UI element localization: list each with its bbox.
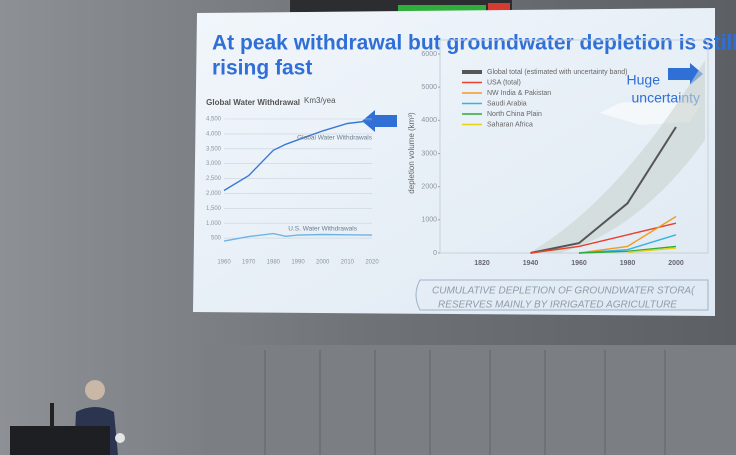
line-label: Global Water Withdrawals xyxy=(297,135,373,142)
uncertainty-band xyxy=(529,60,705,253)
y-tick-label: 3,500 xyxy=(206,146,222,152)
legend-label: Saudi Arabia xyxy=(487,100,527,107)
series-line xyxy=(627,247,677,253)
x-tick-label: 1980 xyxy=(620,260,636,267)
annotation: Huge xyxy=(627,72,661,88)
legend-label: USA (total) xyxy=(487,79,521,86)
legend-label: Saharan Africa xyxy=(487,121,533,128)
slide-title: rising fast xyxy=(212,57,312,80)
toolbar-button xyxy=(488,3,510,11)
x-tick-label: 1940 xyxy=(523,260,539,267)
series-line xyxy=(530,126,677,254)
line-label: U.S. Water Withdrawals xyxy=(288,226,357,233)
series-line xyxy=(530,222,677,254)
y-tick-label: 1,500 xyxy=(206,206,222,212)
y-tick-label: 2,500 xyxy=(206,176,222,182)
y-tick-label: 2,000 xyxy=(206,191,222,197)
lower-wall xyxy=(205,345,736,455)
y-tick-label: 3,000 xyxy=(206,161,222,167)
x-tick-label: 2010 xyxy=(341,260,355,266)
x-tick-label: 1980 xyxy=(267,260,281,266)
x-tick-label: 1990 xyxy=(291,260,305,266)
toolbar-button xyxy=(398,5,486,11)
plot-frame xyxy=(439,39,709,254)
y-tick-label: 6000 xyxy=(421,51,437,58)
caption: CUMULATIVE DEPLETION OF GROUNDWATER STOR… xyxy=(432,286,696,297)
caption-box xyxy=(415,279,709,311)
y-tick-label: 1000 xyxy=(421,217,437,224)
x-tick-label: 2020 xyxy=(365,260,379,266)
y-tick-label: 0 xyxy=(433,250,437,257)
presenter xyxy=(10,380,125,455)
series-line xyxy=(578,245,677,254)
x-tick-label: 2000 xyxy=(668,260,684,267)
x-tick-label: 1970 xyxy=(242,260,256,266)
slide-title: At peak withdrawal but groundwater deple… xyxy=(212,32,736,55)
chart-subtitle: Km3/yea xyxy=(304,96,336,105)
series-line xyxy=(223,119,373,192)
legend-label: North China Plain xyxy=(487,111,542,118)
chart-title: Global Water Withdrawal xyxy=(206,98,300,107)
series-line xyxy=(578,215,677,254)
y-tick-label: 4000 xyxy=(421,117,437,124)
x-tick-label: 1820 xyxy=(474,260,490,267)
caption: RESERVES MAINLY BY IRRIGATED AGRICULTURE xyxy=(438,300,677,311)
y-tick-label: 4,500 xyxy=(206,117,222,123)
y-tick-label: 2000 xyxy=(421,184,437,191)
y-axis-label: depletion volume (km³) xyxy=(407,112,416,194)
series-line xyxy=(223,232,373,242)
y-tick-label: 1,000 xyxy=(206,221,222,227)
x-tick-label: 1960 xyxy=(217,260,231,266)
legend-label: Global total (estimated with uncertainty… xyxy=(487,69,627,76)
x-tick-label: 2000 xyxy=(316,260,330,266)
y-tick-label: 3000 xyxy=(421,150,437,157)
legend-label: NW India & Pakistan xyxy=(487,90,551,97)
arrow xyxy=(362,110,397,132)
y-tick-label: 4,000 xyxy=(206,131,222,137)
y-tick-label: 500 xyxy=(211,236,222,242)
y-tick-label: 5000 xyxy=(421,84,437,91)
x-tick-label: 1960 xyxy=(571,260,587,267)
wall-panels xyxy=(264,350,666,455)
